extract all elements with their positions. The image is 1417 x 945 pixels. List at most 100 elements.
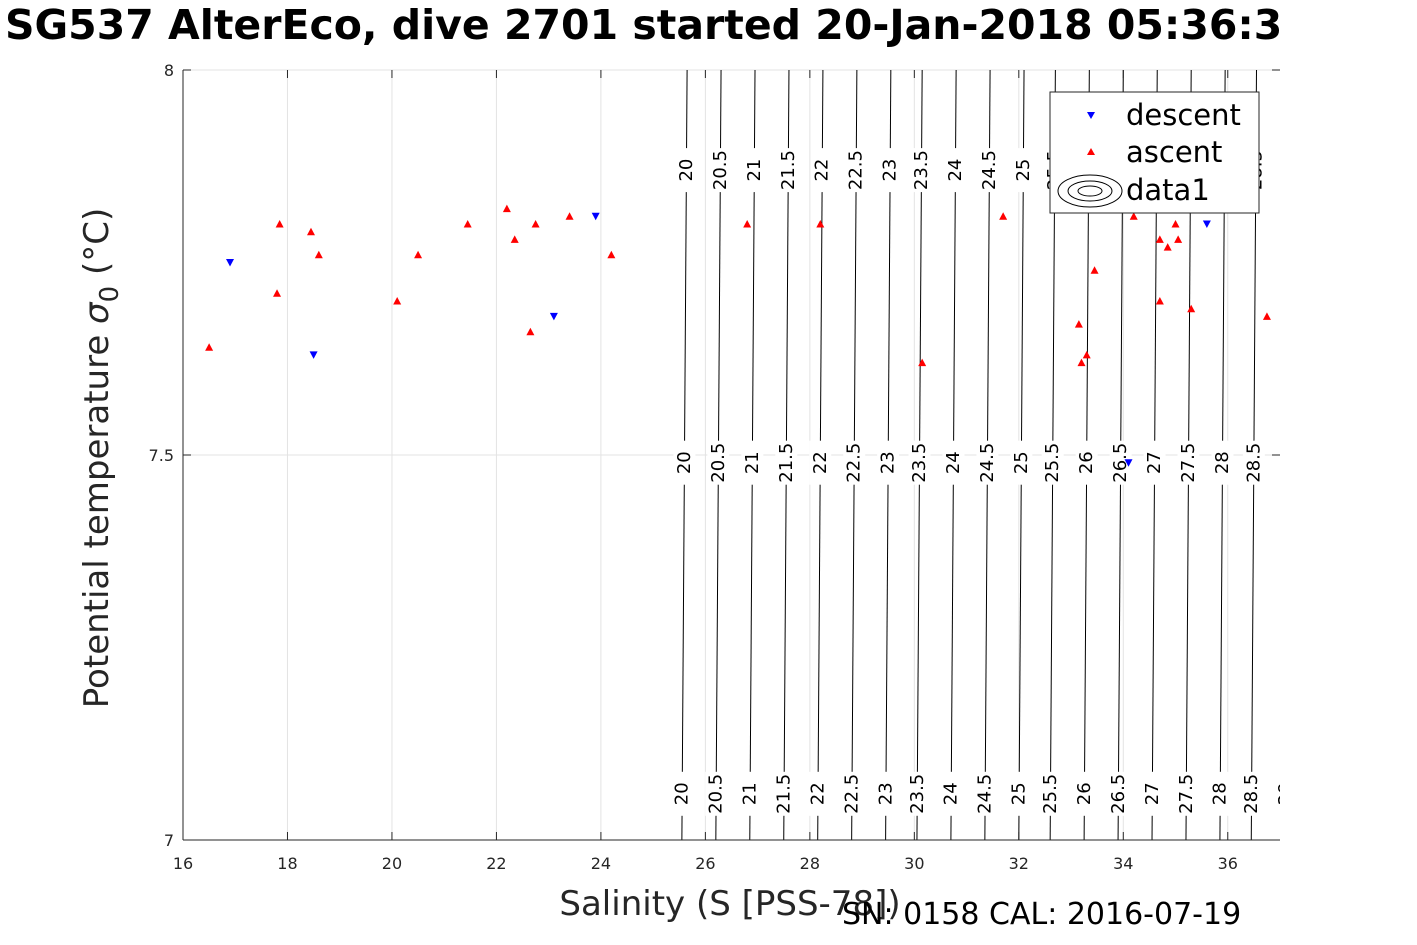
y-axis-label: Potential temperature σ0 (°C) [77,208,125,708]
x-tick-label: 34 [1113,854,1133,873]
contour-label: 23 [875,782,896,805]
contour-label-bg [811,148,834,193]
contour-label: 24.5 [977,443,998,483]
ascent-marker [306,227,315,236]
ascent-marker [816,220,825,228]
contour-label: 25 [1011,451,1032,474]
ascent-marker [526,327,535,336]
ascent-marker [275,220,284,228]
contour-label: 27 [1144,451,1165,474]
contour-label-bg [707,440,730,485]
contour-label-bg [1075,440,1098,485]
contour-label-bg [675,148,698,193]
axes [182,69,1280,841]
x-tick-label: 22 [486,854,506,873]
contour-label: 27 [1142,782,1163,805]
ascent-marker [205,343,214,351]
contour-label-bg [1141,771,1164,816]
contour-label-bg [1041,440,1064,485]
contour-label: 23 [878,451,899,474]
contour-label-bg [1073,771,1096,816]
y-tick-label: 7 [164,831,174,850]
contour-label: 25.5 [1040,774,1061,814]
legend-box [1049,91,1260,214]
ascent-marker [1077,358,1086,367]
legend-ascent-marker [1087,148,1095,155]
x-tick-label: 32 [1009,854,1029,873]
x-tick-label: 26 [695,854,715,873]
contour-label: 26.5 [1110,443,1131,483]
contour-label: 29 [1275,782,1296,805]
ascent-marker [393,297,402,305]
contour-label-bg [877,440,900,485]
x-tick-label: 20 [382,854,402,873]
descent-marker [309,351,318,359]
ascent-marker [1163,243,1172,251]
y-tick-label: 7.5 [149,446,174,465]
contour-label-bg [974,771,997,816]
contour-label-bg [775,440,798,485]
contour-label-bg [942,440,965,485]
contour-label: 29 [1277,451,1298,474]
ascent-marker [743,220,752,228]
contour-label-bg [807,771,830,816]
y-axis-label-unit: (°C) [77,208,117,286]
contour-label-bg [976,440,999,485]
contour-label-bg [1010,440,1033,485]
contour-label-bg [1109,440,1132,485]
contour-label: 23.5 [911,150,932,190]
ascent-marker [531,220,540,228]
contour-label-bg [1274,771,1280,816]
contour-label-bg [906,771,929,816]
ascent-marker [1171,220,1180,228]
x-tick-label: 18 [277,854,297,873]
ascent-marker [1262,312,1271,320]
contour-label: 23.5 [909,443,930,483]
contour-label: 21 [744,159,765,182]
legend: descent ascent data1 [1049,91,1260,214]
legend-entry-descent: descent [1126,98,1241,132]
contour-label: 24.5 [975,774,996,814]
y-axis-label-sub: 0 [95,286,125,303]
descent-marker [1124,459,1133,467]
contour-label-bg [709,148,732,193]
contour-label: 23 [880,159,901,182]
contour-label: 27.5 [1176,774,1197,814]
contour-label: 27.5 [1178,443,1199,483]
contour-label: 20.5 [708,443,729,483]
contour-label-bg [1175,771,1198,816]
contour-label: 22.5 [841,774,862,814]
contour-label: 26.5 [1108,774,1129,814]
contour-label-bg [705,771,728,816]
contour-label: 26 [1076,451,1097,474]
contour-label-bg [1276,440,1280,485]
contour-label: 25 [1009,782,1030,805]
contour-label-bg [845,148,868,193]
ascent-marker [607,250,616,259]
descent-marker [549,312,558,321]
ascent-marker [502,204,511,213]
ascent-marker [565,212,574,220]
contour-label: 21.5 [776,443,797,483]
contour-label-bg [874,771,897,816]
x-tick-label: 30 [904,854,924,873]
y-axis-label-main: Potential temperature [77,324,117,708]
contour-label: 21 [740,782,761,805]
contour-label-bg [741,440,764,485]
contour-label: 28.5 [1243,443,1264,483]
legend-entry-data1: data1 [1126,173,1210,207]
contour-label: 20 [674,451,695,474]
ascent-marker [999,212,1008,220]
legend-entry-ascent: ascent [1126,135,1222,169]
contour-label-bg [773,771,796,816]
contour-label: 22 [808,782,829,805]
descent-marker [591,212,600,221]
contour-label-bg [1240,771,1263,816]
ascent-marker [510,235,519,243]
tick-labels: 16 18 20 22 24 26 28 30 32 34 36 7 7.5 8 [149,61,1238,873]
ascent-marker [1129,212,1138,220]
contour-label: 24.5 [979,150,1000,190]
contour-label: 20.5 [710,150,731,190]
contour-label-bg [840,771,863,816]
